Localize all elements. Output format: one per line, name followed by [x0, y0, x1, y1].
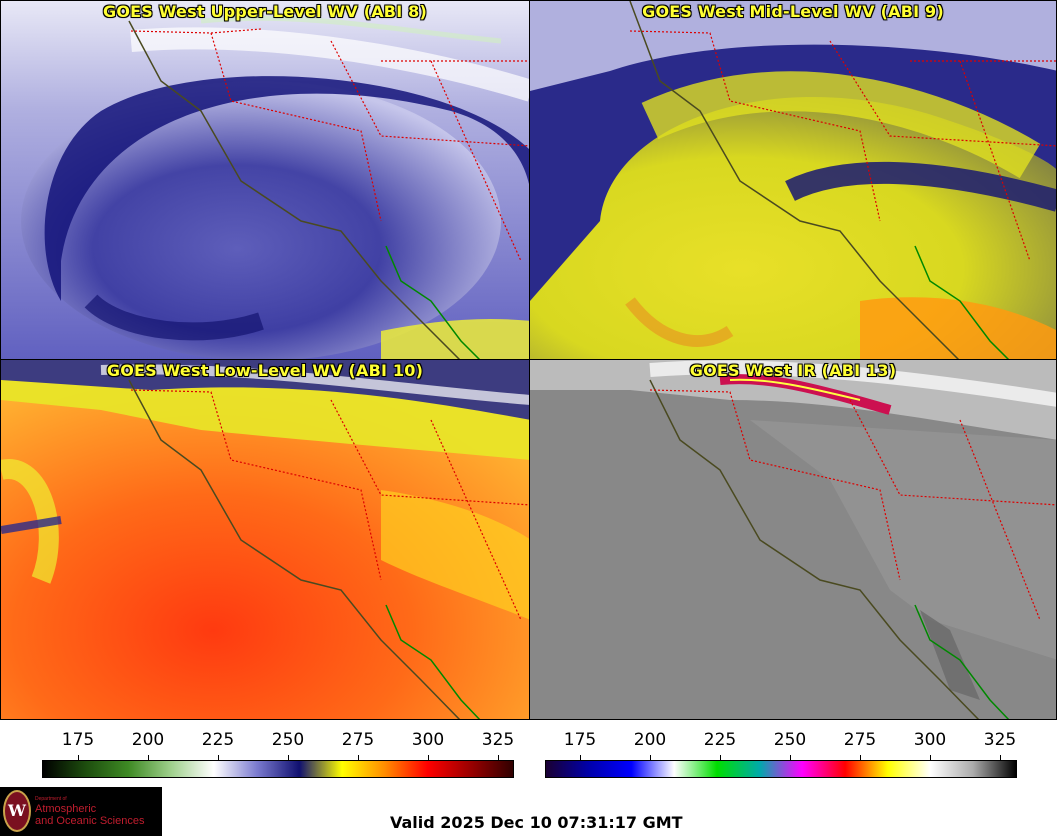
tick-label: 275 [341, 730, 375, 750]
upper-level-wv-image [1, 1, 529, 359]
ir-image [530, 360, 1056, 719]
tick-label: 200 [633, 730, 667, 750]
tick-label: 325 [481, 730, 515, 750]
panel-title: GOES West IR (ABI 13) [689, 361, 897, 380]
tick-label: 250 [773, 730, 807, 750]
ir-colorbar: 175 200 225 250 275 300 325 [529, 722, 1057, 782]
tick-label: 200 [131, 730, 165, 750]
wv-colorbar-gradient [42, 760, 514, 778]
ir-colorbar-gradient [545, 760, 1017, 778]
panel-ir: GOES West IR (ABI 13) [529, 359, 1057, 720]
tick-label: 225 [201, 730, 235, 750]
tick-label: 300 [411, 730, 445, 750]
wv-colorbar: 175 200 225 250 275 300 325 [0, 722, 530, 782]
panel-title: GOES West Low-Level WV (ABI 10) [106, 361, 424, 380]
logo-line-2: and Oceanic Sciences [35, 815, 145, 827]
tick-label: 300 [913, 730, 947, 750]
logo-line-1: Atmospheric [35, 803, 97, 815]
panel-title: GOES West Mid-Level WV (ABI 9) [642, 2, 944, 21]
panel-upper-level-wv: GOES West Upper-Level WV (ABI 8) [0, 0, 530, 360]
panel-mid-level-wv: GOES West Mid-Level WV (ABI 9) [529, 0, 1057, 360]
tick-label: 175 [563, 730, 597, 750]
panel-low-level-wv: GOES West Low-Level WV (ABI 10) [0, 359, 530, 720]
tick-label: 250 [271, 730, 305, 750]
tick-label: 325 [983, 730, 1017, 750]
tick-label: 175 [61, 730, 95, 750]
uw-crest-icon: W [3, 790, 31, 832]
aos-logo: W Department of Atmospheric and Oceanic … [0, 787, 162, 836]
tick-label: 225 [703, 730, 737, 750]
panel-title: GOES West Upper-Level WV (ABI 8) [103, 2, 427, 21]
logo-department-text: Department of [35, 796, 67, 802]
mid-level-wv-image [530, 1, 1056, 359]
tick-label: 275 [843, 730, 877, 750]
valid-time: Valid 2025 Dec 10 07:31:17 GMT [390, 813, 683, 832]
low-level-wv-image [1, 360, 529, 719]
